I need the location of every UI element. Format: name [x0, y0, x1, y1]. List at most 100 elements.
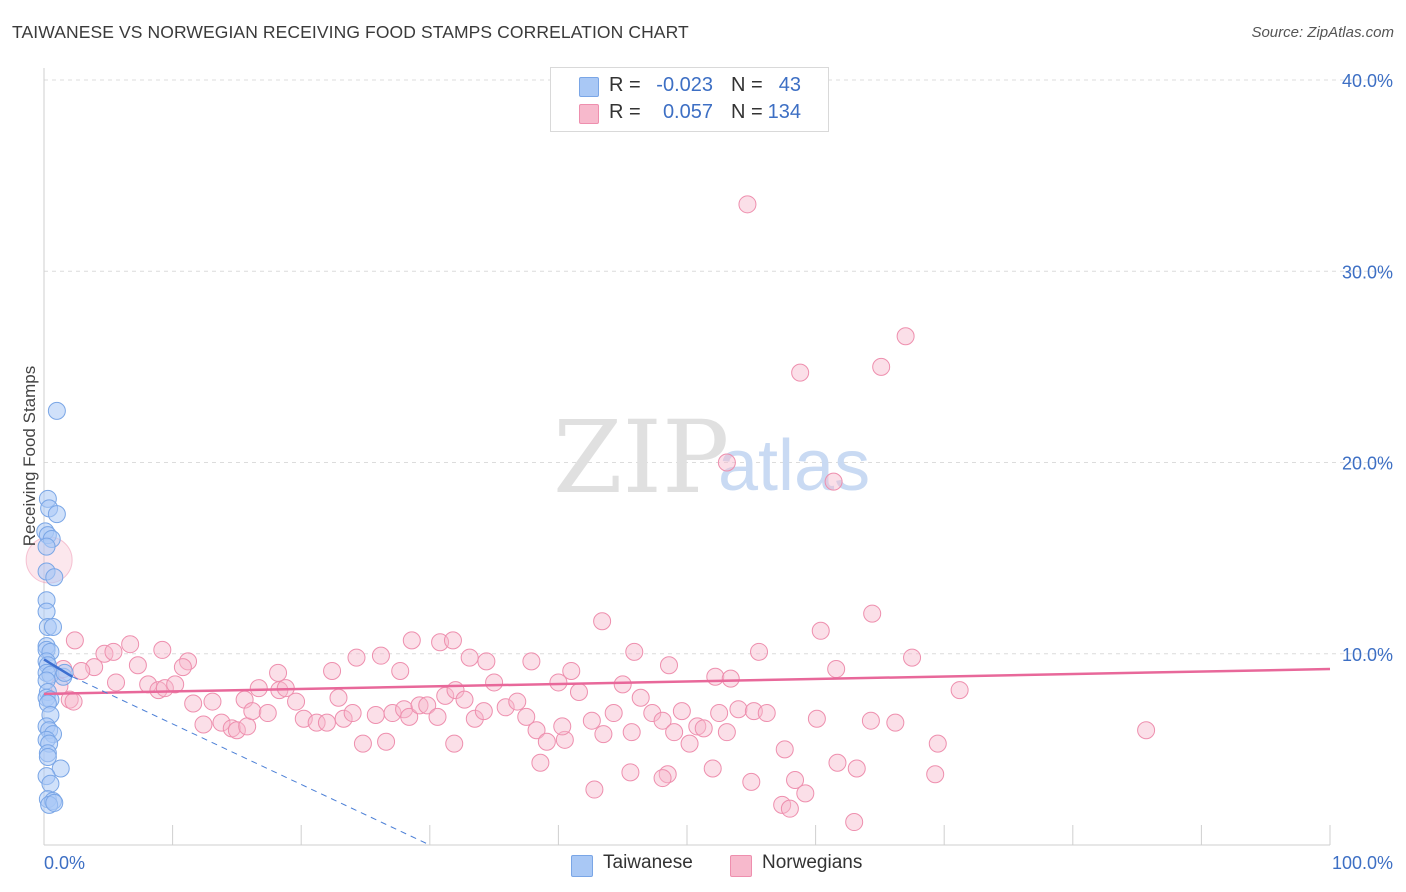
data-point-norwegians[interactable]: [928, 734, 947, 753]
data-point-norwegians[interactable]: [950, 681, 969, 700]
data-point-norwegians[interactable]: [861, 711, 880, 730]
data-point-norwegians[interactable]: [729, 700, 748, 719]
data-point-norwegians[interactable]: [531, 753, 550, 772]
data-point-norwegians[interactable]: [323, 661, 342, 680]
data-point-taiwanese[interactable]: [51, 759, 70, 778]
data-point-norwegians[interactable]: [742, 772, 761, 791]
data-point-norwegians[interactable]: [287, 692, 306, 711]
data-point-norwegians[interactable]: [410, 696, 429, 715]
data-point-norwegians[interactable]: [418, 696, 437, 715]
data-point-norwegians[interactable]: [824, 472, 843, 491]
data-point-norwegians[interactable]: [347, 648, 366, 667]
data-point-norwegians[interactable]: [631, 688, 650, 707]
data-point-norwegians[interactable]: [329, 688, 348, 707]
data-point-norwegians[interactable]: [179, 652, 198, 671]
data-point-norwegians[interactable]: [72, 661, 91, 680]
data-point-norwegians[interactable]: [582, 711, 601, 730]
data-point-norwegians[interactable]: [1137, 721, 1156, 740]
data-point-norwegians[interactable]: [149, 681, 168, 700]
data-point-norwegians[interactable]: [428, 707, 447, 726]
data-point-norwegians[interactable]: [391, 661, 410, 680]
data-point-norwegians[interactable]: [443, 631, 462, 650]
data-point-taiwanese[interactable]: [37, 537, 56, 556]
data-point-norwegians[interactable]: [594, 725, 613, 744]
data-point-norwegians[interactable]: [485, 673, 504, 692]
data-point-norwegians[interactable]: [555, 730, 574, 749]
data-point-norwegians[interactable]: [402, 631, 421, 650]
data-point-norwegians[interactable]: [474, 702, 493, 721]
data-point-norwegians[interactable]: [706, 667, 725, 686]
data-point-norwegians[interactable]: [703, 759, 722, 778]
data-point-norwegians[interactable]: [653, 711, 672, 730]
data-point-norwegians[interactable]: [717, 453, 736, 472]
data-point-taiwanese[interactable]: [37, 602, 56, 621]
data-point-norwegians[interactable]: [383, 704, 402, 723]
data-point-taiwanese[interactable]: [47, 401, 66, 420]
data-point-norwegians[interactable]: [203, 692, 222, 711]
data-point-norwegians[interactable]: [227, 721, 246, 740]
data-point-norwegians[interactable]: [585, 780, 604, 799]
data-point-norwegians[interactable]: [562, 661, 581, 680]
data-point-norwegians[interactable]: [307, 713, 326, 732]
data-point-norwegians[interactable]: [334, 709, 353, 728]
data-point-norwegians[interactable]: [65, 631, 84, 650]
data-point-norwegians[interactable]: [659, 656, 678, 675]
data-point-norwegians[interactable]: [173, 658, 192, 677]
data-point-norwegians[interactable]: [811, 621, 830, 640]
data-point-norwegians[interactable]: [549, 673, 568, 692]
data-point-norwegians[interactable]: [465, 709, 484, 728]
data-point-norwegians[interactable]: [665, 723, 684, 742]
data-point-norwegians[interactable]: [807, 709, 826, 728]
data-point-norwegians[interactable]: [194, 715, 213, 734]
data-point-norwegians[interactable]: [688, 717, 707, 736]
data-point-norwegians[interactable]: [455, 690, 474, 709]
data-point-norwegians[interactable]: [517, 707, 536, 726]
data-point-norwegians[interactable]: [863, 604, 882, 623]
data-point-norwegians[interactable]: [366, 705, 385, 724]
data-point-taiwanese[interactable]: [44, 617, 63, 636]
data-point-norwegians[interactable]: [643, 704, 662, 723]
data-point-norwegians[interactable]: [477, 652, 496, 671]
data-point-taiwanese[interactable]: [41, 774, 60, 793]
data-point-norwegians[interactable]: [680, 734, 699, 753]
data-point-norwegians[interactable]: [828, 753, 847, 772]
data-point-norwegians[interactable]: [445, 734, 464, 753]
data-point-norwegians[interactable]: [694, 719, 713, 738]
data-point-norwegians[interactable]: [400, 707, 419, 726]
data-point-norwegians[interactable]: [153, 640, 172, 659]
data-point-norwegians[interactable]: [249, 679, 268, 698]
data-point-norwegians[interactable]: [738, 195, 757, 214]
data-point-norwegians[interactable]: [780, 799, 799, 818]
data-point-norwegians[interactable]: [827, 660, 846, 679]
data-point-norwegians[interactable]: [622, 723, 641, 742]
data-point-norwegians[interactable]: [926, 765, 945, 784]
data-point-norwegians[interactable]: [786, 770, 805, 789]
data-point-norwegians[interactable]: [672, 702, 691, 721]
data-point-norwegians[interactable]: [886, 713, 905, 732]
data-point-norwegians[interactable]: [757, 704, 776, 723]
data-point-norwegians[interactable]: [791, 363, 810, 382]
data-point-norwegians[interactable]: [796, 784, 815, 803]
data-point-norwegians[interactable]: [212, 713, 231, 732]
data-point-norwegians[interactable]: [845, 813, 864, 832]
data-point-norwegians[interactable]: [569, 683, 588, 701]
data-point-norwegians[interactable]: [903, 648, 922, 667]
data-point-norwegians[interactable]: [104, 642, 123, 661]
data-point-norwegians[interactable]: [593, 612, 612, 631]
data-point-norwegians[interactable]: [553, 717, 572, 736]
data-point-norwegians[interactable]: [896, 327, 915, 346]
data-point-norwegians[interactable]: [775, 740, 794, 759]
data-point-norwegians[interactable]: [750, 642, 769, 661]
data-point-norwegians[interactable]: [128, 656, 147, 675]
data-point-norwegians[interactable]: [343, 704, 362, 723]
data-point-norwegians[interactable]: [64, 692, 83, 711]
data-point-norwegians[interactable]: [377, 732, 396, 751]
data-point-norwegians[interactable]: [604, 704, 623, 723]
data-point-norwegians[interactable]: [107, 673, 126, 692]
data-point-norwegians[interactable]: [353, 734, 372, 753]
data-point-taiwanese[interactable]: [45, 793, 64, 812]
data-point-taiwanese[interactable]: [38, 748, 57, 767]
data-point-norwegians[interactable]: [721, 669, 740, 688]
data-point-norwegians[interactable]: [710, 704, 729, 723]
data-point-norwegians[interactable]: [166, 675, 185, 694]
